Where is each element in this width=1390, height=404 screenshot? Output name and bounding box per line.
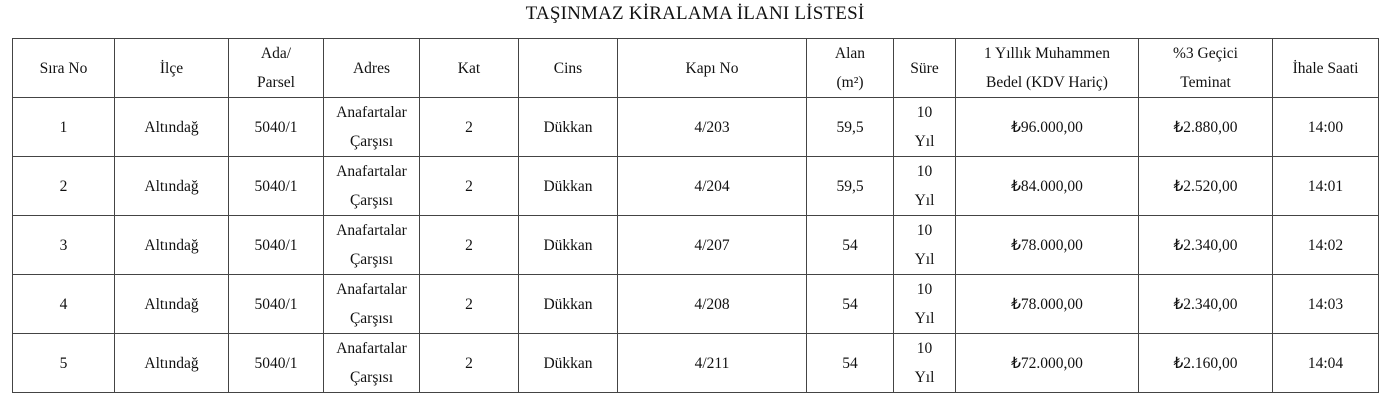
cell-kat: 2 (419, 274, 519, 334)
cell-cins: Dükkan (518, 333, 618, 393)
cell-ada-parsel: 5040/1 (228, 274, 324, 334)
cell-ilce: Altındağ (114, 215, 229, 275)
cell-ihale-saati: 14:02 (1272, 215, 1379, 275)
table-row: 3 Altındağ 5040/1 Anafartalar Çarşısı 2 Dükkan… (12, 215, 1379, 275)
cell-adres: Anafartalar Çarşısı (323, 333, 420, 393)
cell-kat: 2 (419, 156, 519, 216)
cell-cins: Dükkan (518, 97, 618, 157)
cell-adres: Anafartalar Çarşısı (323, 215, 420, 275)
cell-sira-no: 2 (12, 156, 115, 216)
column-header-kat: Kat (419, 38, 519, 98)
column-header-kapi-no: Kapı No (617, 38, 807, 98)
cell-muhammen-bedel: ₺72.000,00 (955, 333, 1139, 393)
cell-sure: 10 Yıl (893, 215, 956, 275)
table-header-row: Sıra No İlçe Ada/Parsel Adres Kat Cins Kapı No… (12, 38, 1379, 98)
cell-alan: 54 (806, 274, 894, 334)
cell-kapi-no: 4/204 (617, 156, 807, 216)
cell-ada-parsel: 5040/1 (228, 333, 324, 393)
cell-adres: Anafartalar Çarşısı (323, 156, 420, 216)
column-header-ada-parsel: Ada/Parsel (228, 38, 324, 98)
cell-kapi-no: 4/203 (617, 97, 807, 157)
cell-kapi-no: 4/211 (617, 333, 807, 393)
cell-muhammen-bedel: ₺96.000,00 (955, 97, 1139, 157)
cell-cins: Dükkan (518, 274, 618, 334)
column-header-sira-no: Sıra No (12, 38, 115, 98)
cell-cins: Dükkan (518, 156, 618, 216)
cell-ihale-saati: 14:00 (1272, 97, 1379, 157)
column-header-sure: Süre (893, 38, 956, 98)
cell-alan: 54 (806, 215, 894, 275)
column-header-cins: Cins (518, 38, 618, 98)
cell-kapi-no: 4/208 (617, 274, 807, 334)
rental-listing-table: Sıra No İlçe Ada/Parsel Adres Kat Cins Kapı No… (12, 38, 1379, 393)
page-title: TAŞINMAZ KİRALAMA İLANI LİSTESİ (525, 3, 865, 24)
column-header-gecici-teminat: %3 Geçici Teminat (1138, 38, 1273, 98)
cell-kapi-no: 4/207 (617, 215, 807, 275)
cell-sira-no: 4 (12, 274, 115, 334)
table-row: 2 Altındağ 5040/1 Anafartalar Çarşısı 2 Dükkan… (12, 156, 1379, 216)
cell-ilce: Altındağ (114, 333, 229, 393)
cell-sira-no: 1 (12, 97, 115, 157)
cell-ihale-saati: 14:01 (1272, 156, 1379, 216)
cell-alan: 59,5 (806, 156, 894, 216)
column-header-ilce: İlçe (114, 38, 229, 98)
cell-muhammen-bedel: ₺84.000,00 (955, 156, 1139, 216)
cell-alan: 59,5 (806, 97, 894, 157)
cell-sure: 10 Yıl (893, 274, 956, 334)
cell-ihale-saati: 14:03 (1272, 274, 1379, 334)
cell-ihale-saati: 14:04 (1272, 333, 1379, 393)
cell-kat: 2 (419, 215, 519, 275)
column-header-muhammen-bedel: 1 Yıllık Muhammen Bedel (KDV Hariç) (955, 38, 1139, 98)
cell-kat: 2 (419, 97, 519, 157)
cell-cins: Dükkan (518, 215, 618, 275)
cell-alan: 54 (806, 333, 894, 393)
cell-ilce: Altındağ (114, 274, 229, 334)
cell-ilce: Altındağ (114, 156, 229, 216)
cell-kat: 2 (419, 333, 519, 393)
cell-ada-parsel: 5040/1 (228, 97, 324, 157)
cell-gecici-teminat: ₺2.520,00 (1138, 156, 1273, 216)
column-header-alan: Alan (m²) (806, 38, 894, 98)
cell-ada-parsel: 5040/1 (228, 215, 324, 275)
cell-sure: 10 Yıl (893, 97, 956, 157)
cell-gecici-teminat: ₺2.340,00 (1138, 215, 1273, 275)
table-row: 1 Altındağ 5040/1 Anafartalar Çarşısı 2 Dükkan… (12, 97, 1379, 157)
table-row: 4 Altındağ 5040/1 Anafartalar Çarşısı 2 Dükkan… (12, 274, 1379, 334)
column-header-ihale-saati: İhale Saati (1272, 38, 1379, 98)
cell-sure: 10 Yıl (893, 333, 956, 393)
cell-muhammen-bedel: ₺78.000,00 (955, 274, 1139, 334)
column-header-adres: Adres (323, 38, 420, 98)
table-row: 5 Altındağ 5040/1 Anafartalar Çarşısı 2 Dükkan… (12, 333, 1379, 393)
cell-sira-no: 5 (12, 333, 115, 393)
cell-adres: Anafartalar Çarşısı (323, 97, 420, 157)
cell-sure: 10 Yıl (893, 156, 956, 216)
cell-gecici-teminat: ₺2.880,00 (1138, 97, 1273, 157)
cell-adres: Anafartalar Çarşısı (323, 274, 420, 334)
cell-gecici-teminat: ₺2.340,00 (1138, 274, 1273, 334)
cell-sira-no: 3 (12, 215, 115, 275)
cell-ada-parsel: 5040/1 (228, 156, 324, 216)
cell-muhammen-bedel: ₺78.000,00 (955, 215, 1139, 275)
cell-ilce: Altındağ (114, 97, 229, 157)
cell-gecici-teminat: ₺2.160,00 (1138, 333, 1273, 393)
